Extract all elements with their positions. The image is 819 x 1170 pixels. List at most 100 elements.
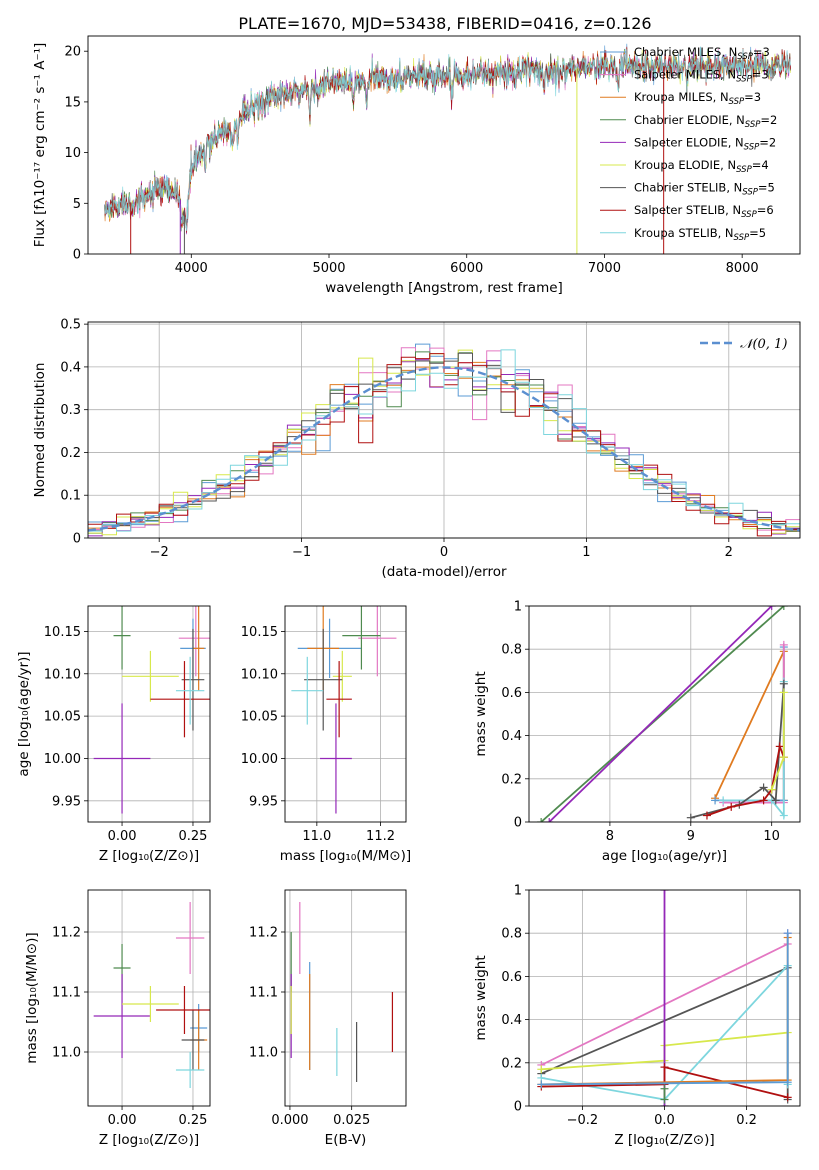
errorbar-chab_elodie xyxy=(342,606,381,670)
x-tick-label: −2 xyxy=(150,545,169,560)
y-axis-label: mass [log₁₀(M/M⊙)] xyxy=(24,932,40,1063)
axes-age_vs_Z: 0.00 0.25 9.95 10.00 10.05 10.10 10.15 Z [log₁₀… xyxy=(16,605,211,864)
axes-age_vs_mass: 11.0 11.2 9.95 10.00 10.05 10.10 10.15 mass [lo… xyxy=(241,605,411,864)
x-tick-label: 9 xyxy=(687,829,695,844)
x-tick-label: −0.2 xyxy=(567,1113,599,1128)
plot-area-mass_vs_Z xyxy=(93,902,210,1088)
weight-marker-krou_stelib xyxy=(719,796,728,805)
errorbar-salp_elodie xyxy=(93,974,151,1058)
y-tick-label: 10.05 xyxy=(241,710,278,725)
errorbar-chab_elodie xyxy=(113,606,131,670)
grid-mass_vs_Z xyxy=(88,890,210,1106)
y-axis-label: mass weight xyxy=(473,671,489,756)
plot-area-spectrum xyxy=(104,43,791,254)
weight-marker-chab_elodie xyxy=(537,818,546,822)
legend-label-salp_elodie: Salpeter ELODIE, NSSP=2 xyxy=(634,135,776,152)
plot-area-age_vs_Z xyxy=(93,606,210,814)
weight-marker-chab_stelib xyxy=(771,796,780,805)
residual-legend: 𝒩(0, 1) xyxy=(700,337,787,352)
y-tick-label: 9.95 xyxy=(249,794,278,809)
errorbar-chab_stelib xyxy=(181,1010,205,1070)
errorbar-krou_miles xyxy=(192,606,205,691)
errorbar-salp_miles xyxy=(358,606,397,677)
weight-marker-salp_stelib xyxy=(727,802,736,811)
weight-marker-krou_elodie xyxy=(537,1065,546,1074)
weight-marker-chab_miles xyxy=(783,929,792,938)
x-tick-label: 1 xyxy=(582,545,590,560)
y-tick-label: 20 xyxy=(64,45,81,60)
y-tick-label: 0.8 xyxy=(501,927,522,942)
y-tick-label: 0.6 xyxy=(501,970,522,985)
x-axis-label: Z [log₁₀(Z/Z⊙)] xyxy=(99,1132,199,1148)
y-tick-label: 0 xyxy=(514,816,522,831)
errorbar-salp_stelib xyxy=(326,661,352,738)
weight-marker-salp_stelib xyxy=(702,811,711,820)
y-tick-label: 10 xyxy=(64,146,81,161)
y-axis-label: age [log₁₀(age/yr)] xyxy=(16,651,32,776)
errorbar-chab_stelib xyxy=(304,628,343,731)
weight-marker-chab_miles xyxy=(783,1078,792,1087)
y-axis-label: mass weight xyxy=(473,955,489,1040)
y-tick-label: 11.0 xyxy=(249,1046,278,1061)
legend-label-krou_elodie: Kroupa ELODIE, NSSP=4 xyxy=(634,158,769,175)
x-axis-label: Z [log₁₀(Z/Z⊙)] xyxy=(614,1132,714,1148)
errorbar-salp_miles xyxy=(175,902,205,974)
x-tick-label: 0.00 xyxy=(108,1113,137,1128)
weight-line-salp_elodie xyxy=(548,606,773,822)
y-tick-label: 11.2 xyxy=(249,926,278,941)
x-axis-label: age [log₁₀(age/yr)] xyxy=(602,848,727,864)
weight-marker-krou_elodie xyxy=(779,688,788,697)
y-tick-label: 1 xyxy=(514,884,522,899)
legend-label-chab_stelib: Chabrier STELIB, NSSP=5 xyxy=(634,181,775,198)
x-axis-label: Z [log₁₀(Z/Z⊙)] xyxy=(99,848,199,864)
y-tick-label: 10.00 xyxy=(44,752,81,767)
x-tick-label: 0.2 xyxy=(736,1113,757,1128)
errorbar-salp_elodie xyxy=(320,703,352,814)
errorbar-salp_miles xyxy=(178,606,210,677)
spectrum-line-krou_stelib xyxy=(104,46,791,231)
spectrum-legend: Chabrier MILES, NSSP=3 Salpeter MILES, NS… xyxy=(600,45,777,243)
x-axis-label: mass [log₁₀(M/M⊙)] xyxy=(280,848,411,864)
weight-marker-krou_elodie xyxy=(767,785,776,794)
x-axis-label: (data-model)/error xyxy=(381,564,507,580)
axes-mass_vs_ebv: 0.000 0.025 11.0 11.1 11.2 E(B-V) xyxy=(249,889,407,1148)
weight-line-salp_stelib xyxy=(706,743,785,817)
y-tick-label: 0.8 xyxy=(501,643,522,658)
y-tick-label: 0.4 xyxy=(501,1013,522,1028)
weight-marker-salp_miles xyxy=(779,640,788,649)
legend-label-salp_miles: Salpeter MILES, NSSP=3 xyxy=(634,68,769,85)
y-tick-label: 11.1 xyxy=(52,986,81,1001)
weight-marker-chab_miles xyxy=(537,1080,546,1089)
weight-line-chab_elodie xyxy=(540,606,785,822)
errorbar-krou_elodie xyxy=(332,650,352,702)
x-axis-label: E(B-V) xyxy=(325,1132,367,1148)
y-tick-label: 0.2 xyxy=(501,772,522,787)
figure-title: PLATE=1670, MJD=53438, FIBERID=0416, z=0… xyxy=(238,14,651,33)
x-tick-label: 8 xyxy=(606,829,614,844)
axes-frame xyxy=(284,889,407,1107)
y-tick-label: 0 xyxy=(73,248,81,263)
y-tick-label: 10.00 xyxy=(241,752,278,767)
errorbar-krou_stelib xyxy=(291,656,324,725)
errorbar-salp_elodie xyxy=(93,703,151,814)
legend-label-chab_elodie: Chabrier ELODIE, NSSP=2 xyxy=(634,113,777,130)
weight-marker-salp_stelib xyxy=(783,1093,792,1102)
y-tick-label: 0.1 xyxy=(60,489,81,504)
x-axis-label: wavelength [Angstrom, rest frame] xyxy=(325,280,563,296)
weight-marker-salp_stelib xyxy=(775,742,784,751)
weight-marker-salp_stelib xyxy=(759,796,768,805)
legend-label-salp_stelib: Salpeter STELIB, NSSP=6 xyxy=(634,203,774,220)
gaussian-curve xyxy=(88,366,800,532)
x-tick-label: 7000 xyxy=(588,261,621,276)
y-tick-label: 0.4 xyxy=(60,360,81,375)
legend-label-gauss: 𝒩(0, 1) xyxy=(740,337,787,352)
grid-mass_vs_ebv xyxy=(285,890,406,1106)
weight-marker-chab_stelib xyxy=(686,813,695,822)
y-tick-label: 10.05 xyxy=(44,710,81,725)
weight-marker-chab_stelib xyxy=(759,783,768,792)
axes-frame xyxy=(528,605,801,823)
errorbar-salp_stelib xyxy=(150,661,210,738)
plot-area-weight_vs_age xyxy=(537,606,788,822)
